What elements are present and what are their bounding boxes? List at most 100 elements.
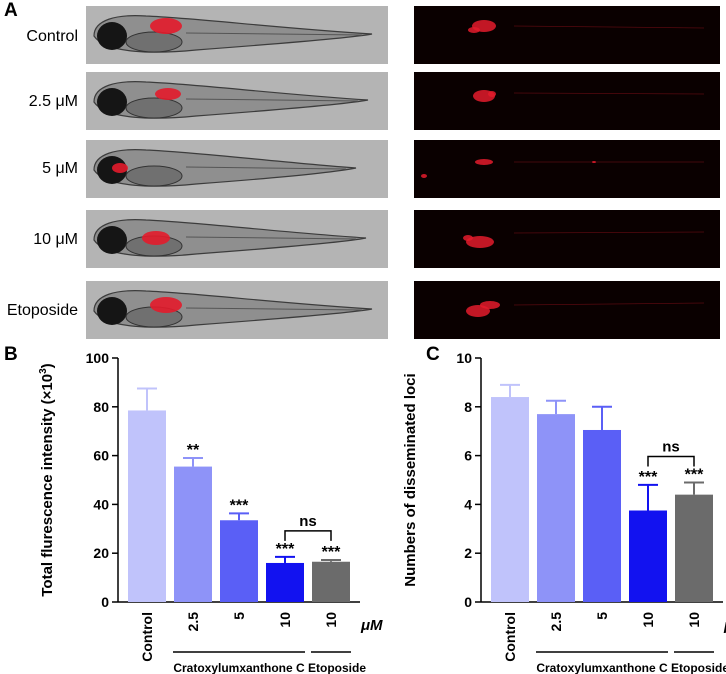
row-label-control: Control [26, 28, 78, 45]
row-label-2-5um: 2.5 μM [28, 93, 78, 110]
x-tick-label: Control [139, 612, 155, 662]
zebrafish-drawing [93, 219, 367, 257]
comparison-bracket [647, 455, 695, 467]
significance-label: *** [276, 541, 295, 558]
bar [220, 520, 258, 602]
brightfield-image-etoposide [86, 281, 388, 339]
fluorescence-drawing [463, 231, 705, 248]
x-tick-label: 10 [277, 612, 293, 628]
fish-eye [97, 226, 127, 254]
bar [537, 414, 575, 602]
fluorescence-image-etoposide [414, 281, 720, 339]
y-tick-label: 80 [93, 399, 109, 415]
yolk-sac [125, 165, 183, 187]
y-tick-label: 10 [456, 350, 472, 366]
panel-label-b: B [4, 344, 18, 365]
chart-c: C 0 2 4 6 8 10 Numbers of disseminated loci Cont… [402, 344, 726, 674]
fluorescence-drawing [421, 159, 704, 178]
xenograft-red [142, 231, 170, 245]
fish-eye [97, 22, 127, 50]
x-tick-label: 10 [686, 612, 702, 628]
y-tick-label: 0 [464, 594, 472, 610]
yolk-sac [125, 97, 183, 119]
xenograft-red [155, 88, 181, 100]
fluorescence-spot [468, 27, 480, 33]
y-axis-title: Total flurescence intensity (×103) [38, 363, 56, 596]
fluorescence-drawing [473, 90, 705, 102]
fluorescence-image-10um [414, 210, 720, 268]
row-label-10um: 10 μM [33, 231, 78, 248]
chart-b: B 0 20 40 60 80 100 Total flurescence intensity… [4, 344, 383, 674]
fish-eye [97, 156, 127, 184]
notochord [185, 98, 359, 102]
fluorescence-drawing [466, 301, 705, 317]
bar [312, 561, 350, 602]
panel-label-a: A [4, 0, 18, 21]
bar [491, 397, 529, 602]
fluorescence-spot [466, 236, 494, 248]
bar [128, 410, 166, 602]
y-tick-label: 8 [464, 399, 472, 415]
fluorescence-spot [592, 161, 596, 163]
group-label: Etoposide [671, 661, 726, 674]
brightfield-image-10um [86, 210, 388, 268]
fish-eye [97, 88, 127, 116]
x-tick-label: 10 [640, 612, 656, 628]
unit-label: μM [723, 617, 726, 634]
group-label: Cratoxylumxanthone C [173, 661, 305, 674]
y-tick-label: 2 [464, 545, 472, 561]
row-label-5um: 5 μM [42, 160, 78, 177]
significance-label: *** [230, 497, 249, 514]
yolk-sac [125, 31, 183, 53]
significance-label: *** [322, 544, 341, 561]
zebrafish-drawing [93, 149, 357, 187]
x-tick-label: Control [502, 612, 518, 662]
y-tick-label: 40 [93, 496, 109, 512]
zebrafish-drawing [93, 15, 373, 53]
x-tick-label: 5 [594, 612, 610, 620]
comparison-label: ns [662, 438, 680, 455]
fish-eye [97, 297, 127, 325]
fluorescence-spot [421, 174, 427, 178]
fluorescence-image-control [414, 6, 720, 64]
y-tick-label: 60 [93, 448, 109, 464]
xenograft-red [150, 297, 182, 313]
y-tick-label: 6 [464, 448, 472, 464]
bar [174, 466, 212, 602]
bar [675, 494, 713, 602]
panel-label-c: C [426, 344, 440, 365]
brightfield-image-control [86, 6, 388, 64]
fluorescence-image-5um [414, 140, 720, 198]
comparison-bracket [284, 530, 332, 541]
zebrafish-drawing [93, 290, 373, 328]
brightfield-image-5um [86, 140, 388, 198]
group-label: Cratoxylumxanthone C [536, 661, 668, 674]
notochord [185, 166, 347, 170]
fluorescence-spot [463, 235, 473, 241]
x-tick-label: 2.5 [548, 612, 564, 632]
fluorescence-trail [513, 25, 705, 29]
bar [629, 510, 667, 602]
x-tick-label: 10 [323, 612, 339, 628]
fluorescence-trail [513, 92, 705, 95]
notochord [185, 32, 363, 36]
y-axis-title: Numbers of disseminated loci [402, 373, 419, 586]
fluorescence-spot [475, 159, 493, 165]
significance-label: ** [187, 442, 200, 459]
bar [583, 429, 621, 602]
row-label-etoposide: Etoposide [6, 302, 78, 319]
fluorescence-image-2-5um [414, 72, 720, 130]
x-tick-label: 5 [231, 612, 247, 620]
brightfield-image-2-5um [86, 72, 388, 130]
unit-label: μM [360, 617, 383, 634]
notochord [185, 236, 357, 240]
comparison-label: ns [299, 513, 317, 530]
y-tick-label: 20 [93, 545, 109, 561]
fluorescence-drawing [468, 20, 705, 33]
xenograft-red [112, 163, 128, 173]
group-label: Etoposide [308, 661, 366, 674]
significance-label: *** [685, 466, 704, 483]
fluorescence-trail [513, 231, 705, 234]
significance-label: *** [639, 469, 658, 486]
